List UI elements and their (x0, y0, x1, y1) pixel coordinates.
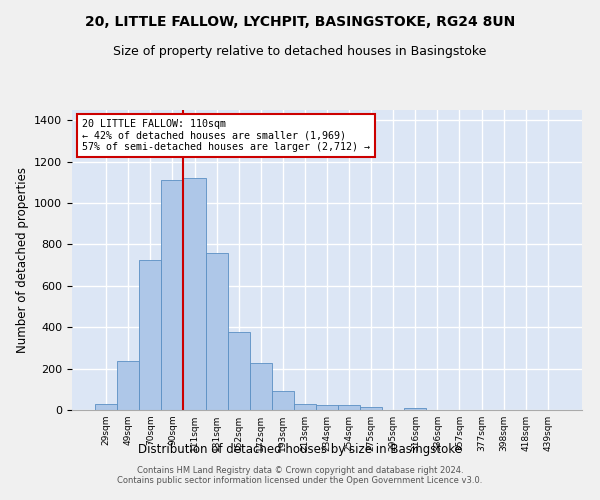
Bar (227, 332, 250, 410)
Bar (294, 404, 316, 410)
Text: 20, LITTLE FALLOW, LYCHPIT, BASINGSTOKE, RG24 8UN: 20, LITTLE FALLOW, LYCHPIT, BASINGSTOKE,… (85, 15, 515, 29)
Bar (360, 407, 382, 410)
Bar (250, 364, 272, 410)
Bar (95, 404, 117, 410)
Text: Size of property relative to detached houses in Basingstoke: Size of property relative to detached ho… (113, 45, 487, 58)
Text: Contains HM Land Registry data © Crown copyright and database right 2024.
Contai: Contains HM Land Registry data © Crown c… (118, 466, 482, 485)
Text: Distribution of detached houses by size in Basingstoke: Distribution of detached houses by size … (138, 442, 462, 456)
Bar (161, 180, 184, 410)
Bar (206, 253, 227, 410)
Bar (139, 260, 161, 410)
Bar (272, 392, 294, 410)
Bar (117, 362, 139, 410)
Bar (338, 406, 360, 410)
Bar (316, 405, 338, 410)
Bar (404, 408, 427, 410)
Bar (184, 178, 206, 410)
Text: 20 LITTLE FALLOW: 110sqm
← 42% of detached houses are smaller (1,969)
57% of sem: 20 LITTLE FALLOW: 110sqm ← 42% of detach… (82, 119, 370, 152)
Y-axis label: Number of detached properties: Number of detached properties (16, 167, 29, 353)
